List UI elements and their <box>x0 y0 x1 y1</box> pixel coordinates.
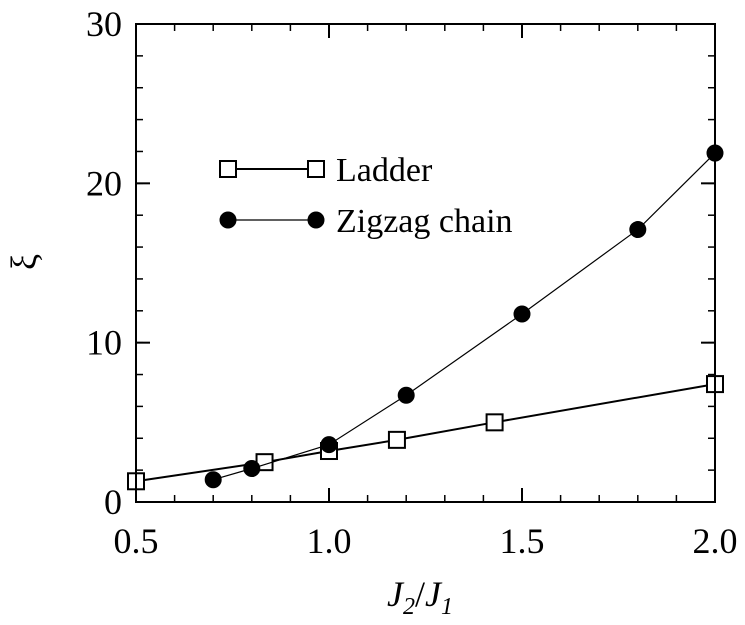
x-axis-label-j1: J <box>425 574 443 614</box>
zigzag-point <box>397 386 415 404</box>
y-tick-label: 30 <box>86 4 122 44</box>
legend-marker <box>307 211 325 229</box>
legend-label: Ladder <box>336 152 433 189</box>
ladder-point <box>387 430 406 449</box>
x-axis-label: J2/J1 <box>387 574 453 620</box>
series-line <box>135 383 716 483</box>
y-axis-label: ξ <box>4 254 44 270</box>
zigzag-point <box>204 471 222 489</box>
legend-marker <box>219 160 237 178</box>
x-axis-label-sub1: 1 <box>441 594 453 620</box>
legend-label: Zigzag chain <box>336 203 513 240</box>
x-axis-label-sub2: 2 <box>403 594 415 620</box>
x-tick-label: 1.0 <box>307 521 352 561</box>
major-ticks <box>135 23 716 503</box>
x-tick-label: 2.0 <box>693 521 738 561</box>
plot-frame <box>135 23 716 503</box>
series-zigzag-chain <box>204 144 724 489</box>
legend: Ladder Zigzag chain <box>219 152 513 240</box>
legend-entry: Zigzag chain <box>219 203 513 240</box>
tick-labels: 0.5 1.0 1.5 2.0 0 10 20 30 <box>86 4 738 561</box>
zigzag-point <box>513 305 531 323</box>
y-tick-label: 10 <box>86 323 122 363</box>
x-axis-label-sep: / <box>415 574 425 614</box>
y-tick-label: 20 <box>86 163 122 203</box>
legend-entry: Ladder <box>219 152 433 189</box>
zigzag-point <box>629 221 647 239</box>
zigzag-point <box>243 460 261 478</box>
series-layer <box>127 144 724 491</box>
ladder-point <box>485 413 504 432</box>
x-tick-label: 1.5 <box>500 521 545 561</box>
x-axis-label-j2: J <box>387 574 405 614</box>
minor-ticks <box>135 23 716 503</box>
legend-marker <box>307 160 325 178</box>
legend-marker <box>219 211 237 229</box>
x-tick-label: 0.5 <box>114 521 159 561</box>
y-tick-label: 0 <box>104 482 122 522</box>
zigzag-point <box>320 436 338 454</box>
